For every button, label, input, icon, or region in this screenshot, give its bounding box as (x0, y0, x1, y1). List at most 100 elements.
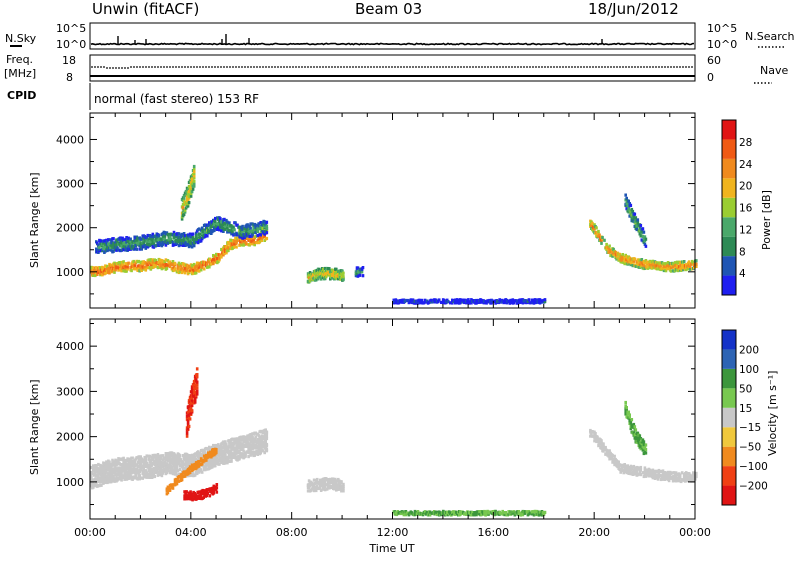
velocity-cell (140, 457, 143, 461)
power-cell (214, 216, 217, 221)
power-cell (192, 184, 196, 188)
velocity-cell (194, 457, 198, 461)
power-cell (241, 224, 244, 228)
power-cell (115, 248, 118, 252)
velocity-cell (310, 487, 314, 491)
freq-dot (319, 66, 321, 68)
power-cell (115, 266, 118, 270)
velocity-cell (118, 477, 121, 481)
velocity-cell (602, 449, 605, 453)
power-cell (634, 216, 638, 220)
freq-dot (658, 66, 660, 68)
freq-dot (685, 66, 687, 68)
power-cell (115, 238, 118, 242)
velocity-cell (600, 439, 603, 443)
power-cell (126, 267, 129, 271)
power-cell (636, 218, 640, 222)
power-colorbar-segment (722, 236, 736, 257)
velocity-cell (188, 417, 192, 421)
velocity-cell (188, 493, 191, 497)
velocity-cell (230, 459, 233, 463)
x-tick-label: 04:00 (175, 526, 207, 539)
freq-dot (250, 66, 252, 68)
power-cell (197, 269, 201, 273)
velocity-cell (95, 470, 98, 474)
velocity-cell (225, 455, 228, 459)
velocity-cell (226, 461, 229, 465)
power-cell (166, 241, 170, 245)
velocity-colorbar-tick: −100 (739, 461, 768, 473)
power-cell (629, 203, 633, 207)
power-cell (442, 298, 446, 302)
power-cell (188, 237, 192, 241)
freq-dot (427, 66, 429, 68)
velocity-cell (625, 406, 628, 410)
velocity-cell (161, 454, 165, 458)
date-title: 18/Jun/2012 (588, 0, 679, 18)
velocity-cell (174, 477, 178, 481)
velocity-cell (209, 462, 212, 467)
velocity-cell (205, 467, 208, 471)
velocity-cell (630, 465, 634, 469)
power-cell (165, 239, 169, 243)
x-tick-label: 20:00 (578, 526, 610, 539)
y-tick-label: 4000 (56, 340, 84, 353)
freq-dot (424, 66, 426, 68)
velocity-cell (147, 469, 151, 473)
velocity-cell (180, 473, 184, 477)
power-cell (485, 301, 488, 305)
power-cell (512, 301, 516, 305)
velocity-cell (171, 459, 175, 463)
power-cell (218, 228, 221, 232)
velocity-cell (139, 468, 142, 472)
power-cell (357, 271, 361, 275)
power-cell (661, 262, 665, 266)
velocity-cell (154, 470, 158, 475)
power-cell (242, 233, 245, 237)
power-cell (167, 232, 171, 236)
power-cell (104, 264, 107, 268)
velocity-cell (224, 440, 227, 444)
velocity-cell (638, 434, 642, 438)
power-cell (154, 263, 158, 267)
velocity-cell (106, 477, 109, 481)
freq-dot (397, 66, 399, 68)
freq-dot (562, 66, 564, 68)
power-colorbar-frame (721, 119, 737, 296)
power-cell (253, 243, 256, 247)
power-cell (695, 259, 698, 263)
velocity-cell (200, 470, 204, 474)
power-cell (490, 301, 493, 305)
power-cell (633, 212, 637, 216)
freq-dot (283, 66, 285, 68)
velocity-cell (471, 511, 474, 515)
velocity-cell (159, 471, 163, 475)
velocity-cell (245, 438, 248, 442)
power-cell (102, 241, 105, 245)
power-cell (628, 202, 631, 206)
power-cell (134, 244, 137, 248)
power-cell (480, 298, 483, 302)
power-cell (129, 237, 132, 241)
freq-dot (166, 66, 168, 68)
freq-dot (109, 67, 111, 69)
freq-dot (172, 66, 174, 68)
power-cell (230, 244, 233, 248)
velocity-cell (122, 469, 125, 473)
velocity-colorbar-frame (721, 329, 737, 506)
velocity-cell (244, 454, 247, 458)
power-cell (187, 195, 191, 199)
power-cell (195, 237, 199, 241)
velocity-cell (100, 483, 103, 487)
power-cell (467, 298, 470, 302)
freq-dot (487, 66, 489, 68)
velocity-cell (198, 451, 202, 455)
power-colorbar-tick: 20 (739, 181, 752, 193)
velocity-cell (120, 478, 123, 482)
power-cell (192, 181, 196, 185)
power-cell (106, 248, 109, 253)
power-cell (97, 243, 100, 247)
power-cell (246, 223, 249, 227)
power-colorbar-segment (722, 120, 736, 140)
velocity-cell (538, 510, 542, 514)
